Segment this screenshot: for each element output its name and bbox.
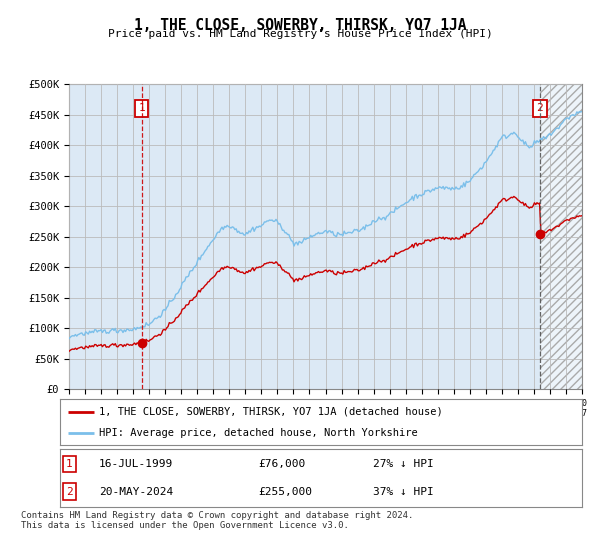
Text: 1, THE CLOSE, SOWERBY, THIRSK, YO7 1JA: 1, THE CLOSE, SOWERBY, THIRSK, YO7 1JA	[134, 18, 466, 33]
Text: 1, THE CLOSE, SOWERBY, THIRSK, YO7 1JA (detached house): 1, THE CLOSE, SOWERBY, THIRSK, YO7 1JA (…	[99, 407, 443, 417]
Text: 2: 2	[536, 104, 544, 114]
Text: 27% ↓ HPI: 27% ↓ HPI	[373, 459, 434, 469]
Text: Price paid vs. HM Land Registry's House Price Index (HPI): Price paid vs. HM Land Registry's House …	[107, 29, 493, 39]
Text: 37% ↓ HPI: 37% ↓ HPI	[373, 487, 434, 497]
Bar	[540, 84, 582, 389]
Text: 1: 1	[139, 104, 145, 114]
Text: Contains HM Land Registry data © Crown copyright and database right 2024.
This d: Contains HM Land Registry data © Crown c…	[21, 511, 413, 530]
Text: HPI: Average price, detached house, North Yorkshire: HPI: Average price, detached house, Nort…	[99, 428, 418, 438]
Text: 2: 2	[66, 487, 73, 497]
Text: 20-MAY-2024: 20-MAY-2024	[99, 487, 173, 497]
Text: 16-JUL-1999: 16-JUL-1999	[99, 459, 173, 469]
Text: £255,000: £255,000	[259, 487, 313, 497]
Text: £76,000: £76,000	[259, 459, 305, 469]
Text: 1: 1	[66, 459, 73, 469]
